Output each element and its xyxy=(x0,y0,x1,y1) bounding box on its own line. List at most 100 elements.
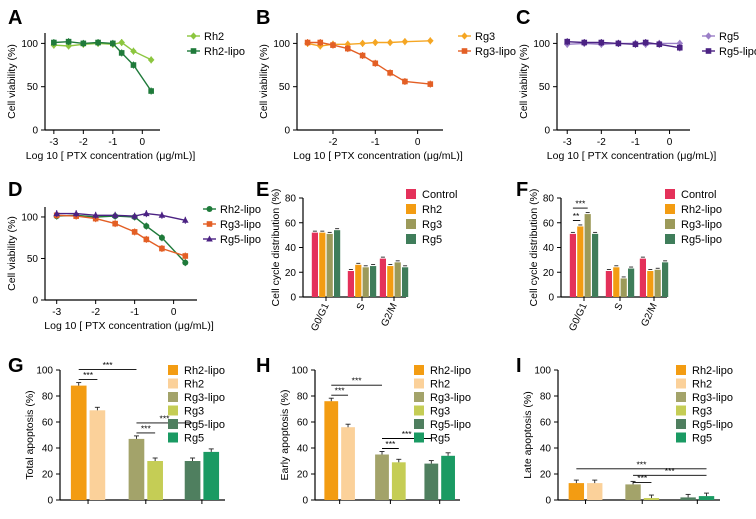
panel-d-legend-marker xyxy=(206,206,213,212)
panel-a-data-point xyxy=(95,39,101,46)
panel-d-ytick-label: 50 xyxy=(27,254,39,265)
panel-b-data-point xyxy=(359,39,366,47)
panel-h-legend-swatch xyxy=(414,365,424,375)
panel-f-ytick-label: 60 xyxy=(543,218,555,229)
panel-c-data-point xyxy=(642,39,649,46)
panel-i-ytick-label: 80 xyxy=(540,392,552,403)
panel-c-xtick-label: -3 xyxy=(563,137,572,148)
panel-e-legend-swatch xyxy=(406,189,416,199)
panel-g-ytick-label: 60 xyxy=(42,418,54,429)
panel-d-legend-label: Rg5-lipo xyxy=(220,234,261,246)
panel-d-data-point xyxy=(182,216,189,223)
panel-a-data-point xyxy=(130,62,137,68)
panel-a-data-point xyxy=(65,38,72,45)
panel-e-bar xyxy=(355,264,362,297)
panel-g-legend-swatch xyxy=(168,365,178,375)
panel-d-data-point xyxy=(143,236,150,243)
panel-d-data-point xyxy=(92,211,99,218)
panel-g-bar xyxy=(70,385,87,500)
panel-f-ytick-label: 80 xyxy=(543,194,555,205)
panel-letter-f: F xyxy=(516,179,528,201)
panel-b-xtick-label: 0 xyxy=(415,137,421,148)
panel-f-legend-swatch xyxy=(665,219,675,229)
panel-b-data-point xyxy=(372,60,379,67)
panel-d-data-point xyxy=(131,229,138,235)
panel-e-legend-label: Rh2 xyxy=(422,204,442,216)
panel-c-xtick-label: -2 xyxy=(597,137,606,148)
panel-f-xtick-label: G2/M xyxy=(639,302,659,329)
panel-c-legend-marker xyxy=(705,32,712,40)
panel-b-ylabel: Cell viability (%) xyxy=(258,44,270,119)
panel-e-legend-swatch xyxy=(406,204,416,214)
panel-b-data-point xyxy=(401,38,409,46)
panel-d-data-point xyxy=(143,210,150,217)
panel-f-legend-swatch xyxy=(665,204,675,214)
panel-g-legend-label: Rg5 xyxy=(184,433,204,445)
panel-a-legend-label: Rh2-lipo xyxy=(204,46,245,58)
panel-letter-i: I xyxy=(516,355,522,377)
panel-i-sig-label: *** xyxy=(636,459,647,469)
panel-g-legend-swatch xyxy=(168,432,178,443)
panel-h-legend-label: Rg5-lipo xyxy=(430,419,471,431)
panel-d-xlabel: Log 10 [ PTX concentration (μg/mL)] xyxy=(44,320,214,332)
panel-i-bar xyxy=(568,483,585,500)
panel-f-bar xyxy=(662,262,669,297)
panel-g-legend-label: Rh2 xyxy=(184,379,204,391)
panel-c-xtick-label: -1 xyxy=(631,137,640,148)
panel-g-legend-label: Rg3 xyxy=(184,406,204,418)
panel-d-legend-label: Rh2-lipo xyxy=(220,204,261,216)
panel-a-data-point xyxy=(130,47,137,55)
panel-b-ytick-label: 0 xyxy=(284,126,290,137)
panel-h-legend-swatch xyxy=(414,419,424,429)
panel-a-data-point xyxy=(118,38,125,47)
panel-e-ylabel: Cell cycle distribution (%) xyxy=(270,189,282,307)
panel-f-bar xyxy=(605,271,612,297)
panel-h-sig-label: *** xyxy=(335,386,346,396)
panel-a-data-point xyxy=(110,40,116,47)
panel-g-bar xyxy=(147,461,163,500)
panel-b-legend-marker xyxy=(461,48,468,54)
panel-letter-b: B xyxy=(256,7,270,29)
panel-f-sig-label: ** xyxy=(573,211,580,221)
panel-g-ylabel: Total apoptosis (%) xyxy=(24,390,36,479)
panel-g-legend-label: Rg5-lipo xyxy=(184,419,225,431)
panel-h-legend-swatch xyxy=(414,378,424,389)
panel-b-data-point xyxy=(317,39,324,46)
panel-b-data-point xyxy=(359,52,366,59)
panel-d-xtick-label: -2 xyxy=(91,307,100,318)
panel-d-data-point xyxy=(131,212,138,219)
panel-h-legend-swatch xyxy=(414,432,424,443)
panel-f-bar xyxy=(592,233,599,297)
panel-g-bar xyxy=(203,451,220,500)
panel-f-ytick-label: 20 xyxy=(543,268,555,279)
panel-e-xtick-label: G0/G1 xyxy=(309,301,332,333)
panel-e-bar xyxy=(370,266,377,297)
panel-i-legend-label: Rh2 xyxy=(692,379,712,391)
panel-e-ytick-label: 0 xyxy=(290,293,296,304)
panel-g-sig-label: *** xyxy=(141,423,152,433)
panel-i-ytick-label: 60 xyxy=(540,418,552,429)
panel-i-bar xyxy=(680,497,696,500)
panel-h-bar xyxy=(424,463,439,500)
panel-e-bar xyxy=(379,258,386,297)
panel-d-data-point xyxy=(182,259,189,266)
panel-f-bar xyxy=(639,258,646,297)
panel-f-bar xyxy=(628,268,635,297)
panel-h-bar xyxy=(324,401,339,500)
panel-a-legend-marker xyxy=(190,48,197,54)
panel-c-ylabel: Cell viability (%) xyxy=(518,44,530,119)
panel-a-ylabel: Cell viability (%) xyxy=(6,44,18,119)
panel-i-ytick-label: 20 xyxy=(540,470,552,481)
panel-b-ytick-label: 100 xyxy=(273,39,290,50)
panel-b-xtick-label: -1 xyxy=(371,137,380,148)
panel-i-legend-swatch xyxy=(676,365,686,375)
panel-b-data-point xyxy=(386,38,394,47)
panel-g-ytick-label: 80 xyxy=(42,392,54,403)
panel-c-ytick-label: 100 xyxy=(533,39,550,50)
panel-e-ytick-label: 60 xyxy=(285,218,297,229)
panel-a-xtick-label: -3 xyxy=(49,137,58,148)
panel-e-legend-label: Control xyxy=(422,189,457,201)
panel-b-data-point xyxy=(344,45,351,52)
panel-b-data-point xyxy=(371,38,379,47)
